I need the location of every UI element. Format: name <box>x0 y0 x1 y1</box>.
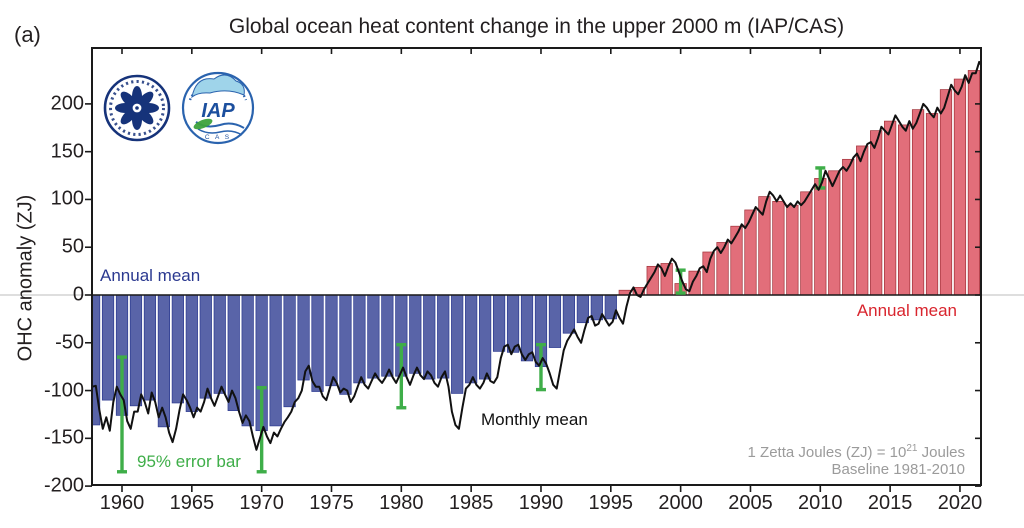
baseline-note: Baseline 1981-2010 <box>831 461 965 478</box>
annual-bar-1992 <box>562 294 576 334</box>
annual-bar-1971 <box>269 294 282 427</box>
annual-bar-2009 <box>800 191 813 296</box>
annual-mean-label-blue: Annual mean <box>100 266 201 285</box>
chart-title: Global ocean heat content change in the … <box>228 15 845 38</box>
x-tick-label: 1970 <box>239 492 284 514</box>
x-tick-label: 2005 <box>728 492 773 514</box>
svg-text:IAP: IAP <box>201 100 235 122</box>
annual-bar-1962 <box>143 294 157 401</box>
zetta-joules-note: 1 Zetta Joules (ZJ) = 1021 Joules <box>748 443 965 461</box>
annual-bar-1986 <box>479 294 492 380</box>
zetta-note-text: 1 Zetta Joules (ZJ) = 10 <box>747 444 907 461</box>
annual-bar-2018 <box>925 113 939 296</box>
annual-bar-1989 <box>520 294 534 362</box>
x-tick-label: 1960 <box>99 492 145 514</box>
annual-bar-1983 <box>437 294 450 379</box>
y-tick-label: 200 <box>50 92 84 115</box>
y-tick-label: 100 <box>50 187 84 210</box>
annual-bar-2011 <box>828 170 841 296</box>
annual-bar-2008 <box>786 204 799 296</box>
annual-bar-1967 <box>213 294 226 394</box>
iap-logo-icon: IAP C A S <box>181 71 255 145</box>
x-tick-label: 1985 <box>448 492 494 514</box>
y-tick-label: -200 <box>43 474 84 497</box>
annual-bar-2014 <box>870 130 883 296</box>
x-tick-label: 2015 <box>867 492 913 514</box>
zetta-note-superscript: 21 <box>906 443 918 454</box>
annual-bar-2016 <box>897 124 911 296</box>
annual-bar-1961 <box>129 294 143 407</box>
annual-bar-1963 <box>157 294 170 428</box>
error-bar-label: 95% error bar <box>137 452 241 471</box>
annual-bar-1982 <box>423 294 436 380</box>
y-tick-label: -100 <box>43 379 84 402</box>
annual-bar-2010 <box>814 178 827 296</box>
annual-bar-1981 <box>409 294 422 374</box>
annual-bar-1976 <box>339 294 352 395</box>
annual-bar-1978 <box>367 294 380 379</box>
annual-bar-1987 <box>492 294 506 352</box>
x-tick-label: 1990 <box>518 492 564 514</box>
annual-bar-2020 <box>953 78 967 296</box>
annual-bar-1964 <box>171 294 184 404</box>
annual-bar-1975 <box>325 294 338 387</box>
annual-bar-2001 <box>688 270 701 296</box>
annual-bar-2013 <box>856 145 869 296</box>
annual-bar-1969 <box>241 294 254 427</box>
plot-border <box>91 47 982 486</box>
y-tick-label: 0 <box>72 283 84 306</box>
y-tick-label: 150 <box>50 140 84 163</box>
annual-bar-1991 <box>548 294 562 348</box>
annual-bar-2007 <box>772 201 785 296</box>
annual-bar-1972 <box>283 294 296 408</box>
annual-bar-1974 <box>311 294 324 392</box>
annual-bar-1979 <box>381 294 394 377</box>
svg-text:C A S: C A S <box>205 134 231 141</box>
annual-bar-1959 <box>101 294 115 401</box>
x-tick-label: 2000 <box>658 492 703 514</box>
annual-bar-1965 <box>185 294 198 412</box>
annual-bar-2012 <box>842 158 855 296</box>
x-tick-label: 1965 <box>169 492 215 514</box>
annual-bar-2017 <box>911 109 925 296</box>
y-tick-label: 50 <box>61 235 84 258</box>
x-tick-label: 1980 <box>379 492 424 514</box>
y-tick-label: -150 <box>43 426 84 449</box>
annual-bar-2019 <box>939 89 953 296</box>
annual-bar-1977 <box>353 294 366 384</box>
x-tick-label: 2010 <box>798 492 843 514</box>
x-tick-label: 1995 <box>588 492 634 514</box>
x-tick-label: 2020 <box>937 492 983 514</box>
panel-label: (a) <box>14 22 41 47</box>
zetta-note-tail: Joules <box>917 444 965 461</box>
annual-bar-2002 <box>702 251 715 296</box>
x-tick-label: 1975 <box>309 492 354 514</box>
annual-bar-1988 <box>506 294 520 353</box>
annual-mean-label-red: Annual mean <box>856 301 957 320</box>
annual-bar-1966 <box>199 294 212 399</box>
annual-bar-2005 <box>744 209 757 296</box>
monthly-mean-line <box>92 60 981 451</box>
axis-ticks <box>85 48 981 492</box>
cas-logo-icon <box>103 74 171 142</box>
annual-bar-1985 <box>465 294 478 384</box>
annual-bar-2015 <box>884 120 897 296</box>
annual-mean-bars <box>92 70 981 432</box>
monthly-mean-label: Monthly mean <box>481 410 588 429</box>
y-tick-label: -50 <box>55 331 84 354</box>
annual-bar-1984 <box>451 294 464 394</box>
